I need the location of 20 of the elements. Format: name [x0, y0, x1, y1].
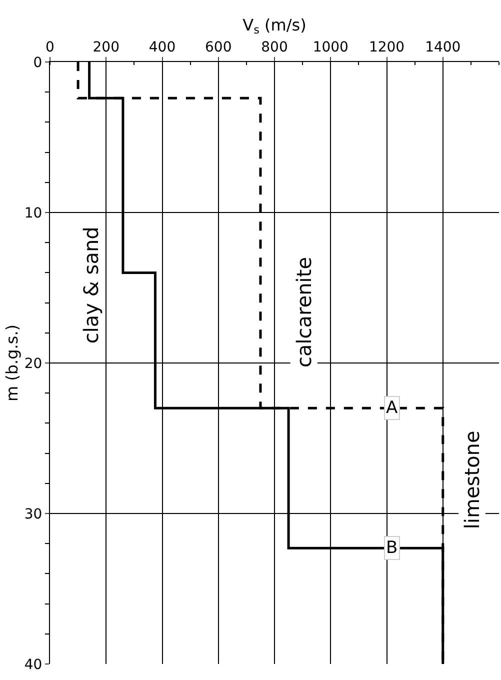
- x-tick-label: 400: [148, 39, 176, 56]
- x-axis-title: V$_{s}$ (m/s): [242, 15, 306, 37]
- y-tick-label: 30: [24, 506, 42, 522]
- x-tick-label: 1200: [368, 39, 405, 56]
- x-tick-label: 1000: [312, 39, 348, 56]
- x-tick-label: 1400: [425, 39, 461, 56]
- x-tick-label: 200: [92, 39, 120, 56]
- x-tick-label: 800: [261, 39, 288, 56]
- annotation: calcarenite: [292, 256, 316, 368]
- annotation: limestone: [460, 430, 484, 530]
- y-tick-label: 20: [24, 356, 42, 372]
- x-tick-label: 600: [205, 39, 232, 56]
- x-tick-label: 0: [46, 39, 54, 56]
- annotation: A: [386, 398, 398, 418]
- y-tick-label: 0: [33, 54, 42, 71]
- y-tick-label: 10: [24, 205, 42, 222]
- annotation: B: [386, 538, 398, 558]
- y-tick-label: 40: [24, 656, 42, 673]
- y-axis-title: m (b.g.s.): [2, 324, 22, 402]
- annotation: clay & sand: [79, 226, 104, 344]
